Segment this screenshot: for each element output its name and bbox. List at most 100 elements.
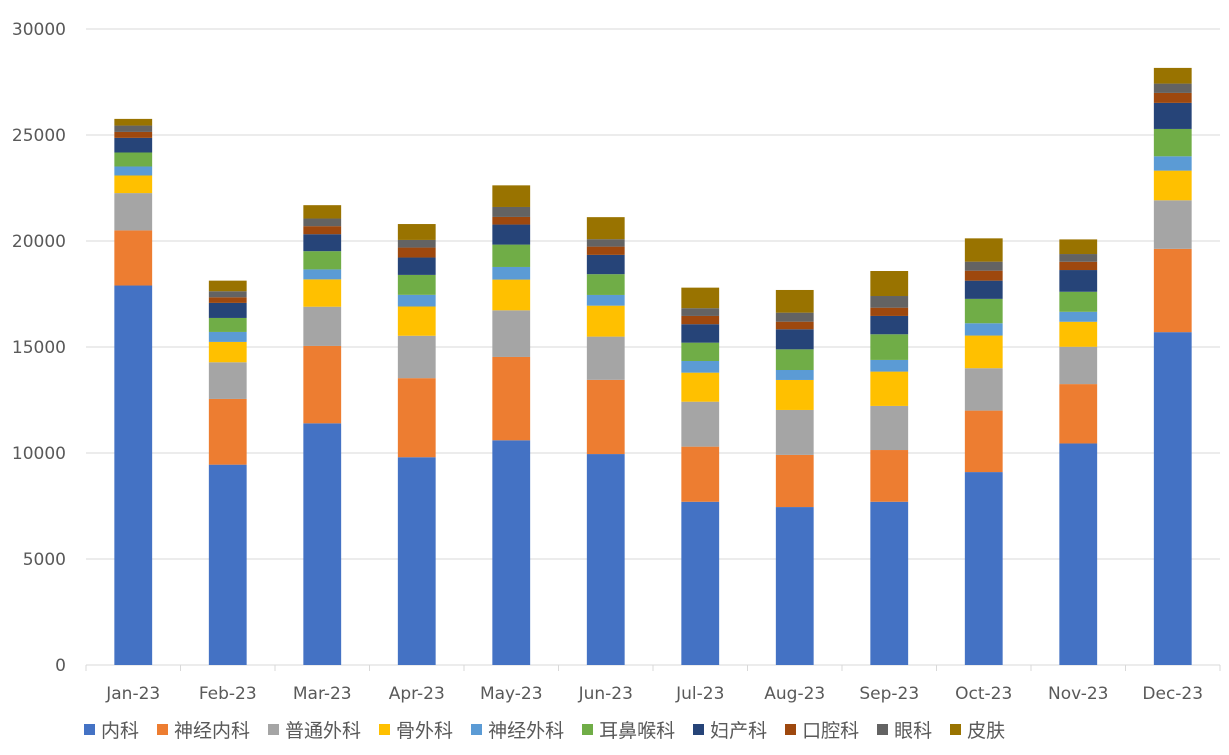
x-tick-label: Jan-23 [105, 684, 160, 704]
x-tick-label: Mar-23 [293, 684, 352, 704]
bar-segment [964, 280, 1003, 299]
bar-segment [1059, 291, 1098, 312]
bar-segment [870, 296, 909, 308]
bar-segment [114, 193, 153, 231]
legend-label: 普通外科 [285, 720, 362, 742]
x-tick-label: Jul-23 [675, 684, 724, 704]
bar-segment [586, 254, 625, 275]
legend-item: 耳鼻喉科 [582, 716, 675, 743]
bar-segment [1153, 156, 1192, 171]
bar-segment [397, 294, 436, 307]
x-tick-label: Jun-23 [578, 684, 633, 704]
legend-swatch [693, 724, 705, 735]
y-tick-label: 15000 [12, 338, 66, 358]
bar-segment [586, 454, 625, 665]
bar-segment [397, 457, 436, 665]
bar-segment [964, 335, 1003, 369]
bar-segment [870, 501, 909, 665]
bar-segment [492, 244, 531, 267]
bar-segment [1059, 443, 1098, 665]
bar-segment [1153, 200, 1192, 249]
bar-segment [1059, 384, 1098, 444]
bar-stack-may-23 [492, 185, 531, 665]
bar-segment [114, 166, 153, 176]
bar-segment [1059, 321, 1098, 347]
bar-segment [681, 501, 720, 665]
bar-segment [303, 218, 342, 227]
bar-segment [397, 306, 436, 336]
bar-segment [775, 409, 814, 455]
bar-stack-oct-23 [964, 238, 1003, 665]
bar-segment [1059, 261, 1098, 271]
bar-segment [303, 226, 342, 235]
bar-segment [870, 334, 909, 360]
bar-segment [586, 379, 625, 455]
legend-label: 口腔科 [802, 720, 860, 742]
bar-segment [586, 305, 625, 337]
legend-label: 骨外科 [396, 720, 454, 742]
legend-label: 皮肤 [967, 720, 1006, 742]
bar-segment [208, 302, 247, 318]
legend-swatch [877, 724, 889, 735]
bar-segment [586, 239, 625, 247]
gridlines [85, 28, 1221, 671]
bar-segment [303, 345, 342, 424]
bar-segment [114, 137, 153, 153]
legend-item: 普通外科 [268, 716, 361, 743]
bar-stack-jul-23 [681, 287, 720, 665]
bar-segment [303, 306, 342, 346]
bars [114, 67, 1192, 665]
bar-segment [208, 341, 247, 363]
bar-segment [964, 410, 1003, 473]
y-tick-label: 0 [55, 656, 66, 676]
legend-swatch [379, 724, 391, 735]
legend-label: 内科 [101, 720, 140, 742]
legend-item: 内科 [84, 716, 139, 743]
bar-segment [1153, 92, 1192, 103]
bar-segment [303, 234, 342, 252]
stacked-bar-chart: 0 5000 10000 15000 20000 25000 30000 Jan-23 Feb… [12, 20, 1221, 704]
y-tick-label: 25000 [12, 126, 66, 146]
legend-label: 眼科 [894, 720, 933, 742]
bar-segment [1059, 270, 1098, 292]
bar-segment [492, 224, 531, 245]
bar-segment [681, 342, 720, 361]
bar-segment [586, 336, 625, 380]
y-axis-ticks: 0 5000 10000 15000 20000 25000 30000 [12, 20, 66, 676]
bar-segment [1153, 332, 1192, 665]
bar-segment [870, 450, 909, 502]
bar-segment [1153, 248, 1192, 333]
bar-segment [775, 507, 814, 665]
bar-segment [114, 152, 153, 167]
bar-segment [397, 257, 436, 275]
bar-segment [1059, 346, 1098, 385]
bar-segment [775, 370, 814, 380]
bar-segment [1153, 170, 1192, 201]
bar-stack-apr-23 [397, 224, 436, 665]
bar-segment [775, 321, 814, 330]
bar-stack-jun-23 [586, 217, 625, 665]
legend-item: 口腔科 [785, 716, 859, 743]
legend-swatch [785, 724, 797, 735]
legend-item: 妇产科 [693, 716, 767, 743]
bar-stack-jan-23 [114, 118, 153, 665]
bar-segment [681, 446, 720, 502]
bar-stack-nov-23 [1059, 239, 1098, 665]
bar-segment [114, 118, 153, 126]
bar-segment [870, 371, 909, 406]
bar-segment [114, 125, 153, 132]
bar-segment [492, 206, 531, 217]
bar-segment [397, 247, 436, 258]
bar-segment [1059, 311, 1098, 322]
bar-segment [397, 335, 436, 379]
legend: 内科 神经内科 普通外科 骨外科 神经外科 耳鼻喉科 妇产科 口腔科 眼科 皮肤 [84, 716, 1023, 743]
bar-segment [1153, 102, 1192, 129]
bar-segment [208, 317, 247, 332]
legend-swatch [471, 724, 483, 735]
legend-label: 神经外科 [488, 720, 565, 742]
bar-segment [492, 356, 531, 441]
bar-segment [303, 423, 342, 665]
bar-segment [114, 131, 153, 138]
y-tick-label: 5000 [23, 550, 66, 570]
legend-item: 神经外科 [471, 716, 564, 743]
